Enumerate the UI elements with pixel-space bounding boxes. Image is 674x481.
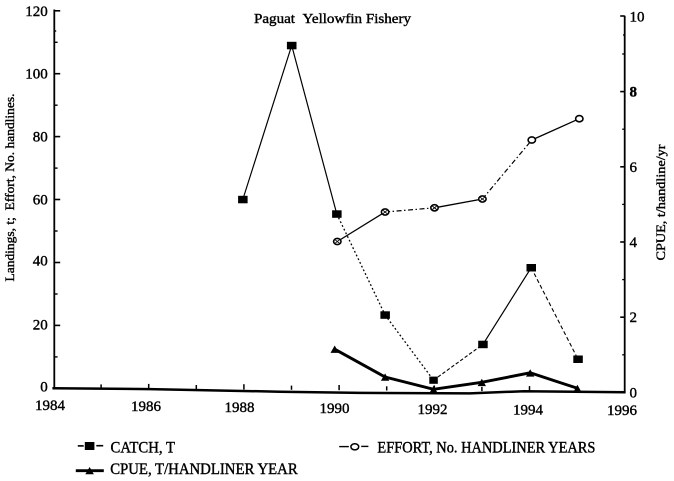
svg-text:EFFORT, No. HANDLINER YEARS: EFFORT, No. HANDLINER YEARS — [377, 440, 595, 457]
svg-text:10: 10 — [630, 9, 645, 25]
svg-text:20: 20 — [33, 317, 48, 333]
svg-text:Landings, t; Effort, No. hand: Landings, t; Effort, No. handlines. — [2, 94, 17, 282]
svg-text:Paguat Yellowfin Fishery: Paguat Yellowfin Fishery — [254, 12, 411, 27]
svg-text:100: 100 — [25, 67, 48, 83]
svg-text:6: 6 — [630, 160, 638, 176]
svg-text:2: 2 — [630, 310, 638, 326]
svg-text:1992: 1992 — [418, 402, 448, 418]
svg-text:80: 80 — [33, 130, 48, 146]
svg-text:1996: 1996 — [607, 403, 638, 419]
svg-text:1990: 1990 — [320, 401, 350, 417]
svg-text:1988: 1988 — [225, 400, 255, 416]
svg-text:4: 4 — [630, 235, 638, 251]
svg-text:1986: 1986 — [131, 399, 162, 415]
svg-text:1994: 1994 — [513, 403, 544, 419]
svg-text:0: 0 — [630, 386, 638, 402]
svg-text:8: 8 — [630, 85, 638, 101]
svg-text:60: 60 — [33, 193, 48, 209]
svg-text:CPUE, T/HANDLINER YEAR: CPUE, T/HANDLINER YEAR — [110, 461, 298, 478]
svg-text:CPUE, t/handline/yr: CPUE, t/handline/yr — [653, 144, 668, 261]
svg-text:1984: 1984 — [35, 398, 66, 414]
svg-text:CATCH, T: CATCH, T — [111, 439, 176, 456]
svg-text:40: 40 — [33, 254, 48, 270]
svg-text:0: 0 — [40, 380, 48, 396]
svg-text:120: 120 — [25, 4, 48, 20]
